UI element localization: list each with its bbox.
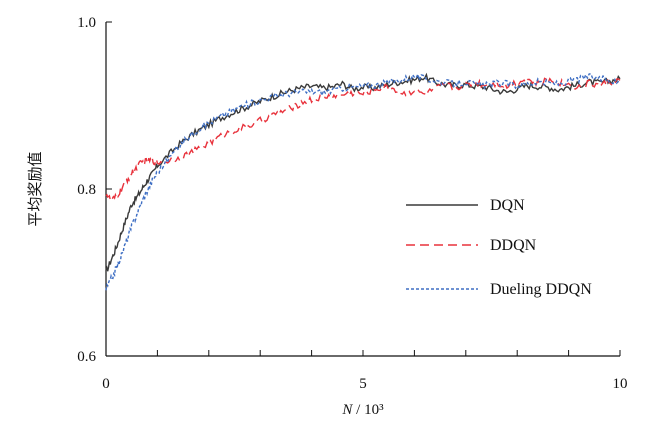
x-axis-unit: / 10³ <box>352 402 384 418</box>
legend-label: DQN <box>490 197 525 214</box>
y-tick-label: 1.0 <box>77 15 96 31</box>
x-axis: 0 5 10 <box>102 350 628 392</box>
x-tick-label: 0 <box>102 376 110 392</box>
series-line-dueling-ddqn <box>105 72 621 291</box>
x-axis-title: N / 10³ <box>341 402 384 418</box>
x-tick-label: 5 <box>359 376 367 392</box>
x-axis-variable: N <box>341 402 353 418</box>
y-axis: 0.6 0.8 1.0 <box>77 15 112 365</box>
x-tick-label: 10 <box>613 376 628 392</box>
x-ticks: 0 5 10 <box>102 350 628 392</box>
legend: DQN DDQN Dueling DDQN <box>406 197 592 298</box>
series-layer <box>105 72 621 291</box>
legend-label: DDQN <box>490 237 537 254</box>
series-line-dqn <box>105 72 621 272</box>
y-tick-label: 0.8 <box>77 182 96 198</box>
y-ticks: 0.6 0.8 1.0 <box>77 15 112 365</box>
y-axis-title: 平均奖励值 <box>27 151 44 226</box>
series-line-ddqn <box>105 77 621 202</box>
legend-label: Dueling DDQN <box>490 281 592 298</box>
y-tick-label: 0.6 <box>77 349 96 365</box>
